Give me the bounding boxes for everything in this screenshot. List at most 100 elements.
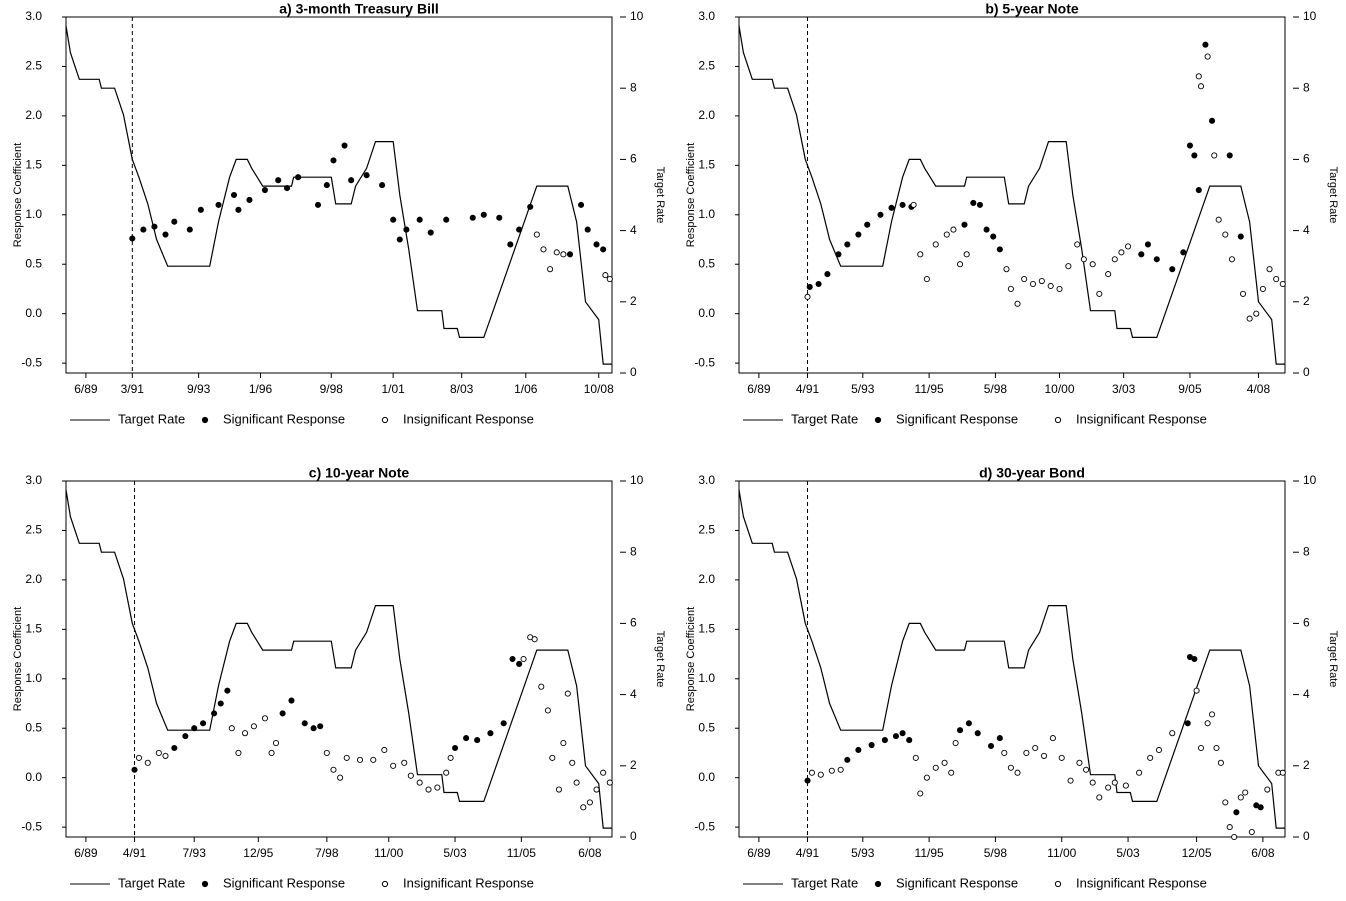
insignificant-point (1197, 744, 1205, 752)
x-tick-label: 3/03 (1112, 382, 1136, 396)
significant-point (855, 746, 862, 754)
insignificant-point (1211, 152, 1218, 159)
significant-point (474, 737, 481, 744)
insignificant-point (817, 771, 824, 778)
insignificant-point (1089, 261, 1096, 268)
significant-point (341, 142, 348, 149)
insignificant-point (1056, 285, 1063, 292)
significant-point (1209, 117, 1216, 124)
significant-point (279, 710, 286, 717)
insignificant-point (569, 759, 576, 766)
insignificant-point (912, 754, 919, 761)
legend-label: Target Rate (118, 875, 185, 890)
legend: Target Rate Significant Response Insignifi… (743, 875, 1207, 890)
significant-point (881, 737, 888, 744)
y-tick-label: 0.5 (25, 720, 42, 734)
insignificant-point (606, 276, 613, 283)
chart-title: b) 5-year Note (985, 1, 1079, 17)
y2-tick-label: 4 (1303, 223, 1310, 237)
insignificant-point (1111, 779, 1118, 786)
y2-tick-label: 8 (630, 80, 637, 94)
significant-point (348, 177, 355, 184)
legend-marker (1054, 416, 1062, 424)
significant-point (314, 201, 322, 208)
y-tick-label: 1.5 (25, 622, 42, 636)
x-tick-label: 7/93 (183, 846, 207, 860)
legend-label: Significant Response (223, 411, 345, 426)
y-tick-label: 2.5 (698, 59, 715, 73)
panel: a) 3-month Treasury Bill Response Coeffic… (12, 1, 666, 427)
significant-point (427, 229, 434, 236)
x-tick-label: 1/96 (249, 382, 273, 396)
y2-tick-label: 8 (1303, 80, 1310, 94)
x-tick-label: 11/95 (915, 846, 944, 860)
legend-label: Insignificant Response (1076, 411, 1207, 426)
significant-point (835, 251, 842, 258)
insignificant-point (950, 226, 957, 233)
y-tick-label: 1.0 (698, 207, 715, 221)
x-tick-label: 6/89 (74, 846, 98, 860)
significant-point (1191, 152, 1198, 159)
insignificant-point (564, 690, 571, 697)
y-tick-label: 3.0 (25, 473, 42, 487)
significant-point (996, 735, 1003, 742)
x-tick-label: 4/91 (796, 382, 820, 396)
legend-marker (381, 880, 389, 888)
significant-point (317, 723, 324, 730)
insignificant-point (538, 683, 545, 690)
insignificant-point (1209, 711, 1216, 718)
significant-point (1233, 809, 1240, 816)
significant-point (990, 233, 997, 240)
y-tick-label: 0.5 (25, 256, 42, 270)
legend-label: Significant Response (896, 875, 1018, 890)
insignificant-point (1118, 249, 1125, 256)
y2-tick-label: 6 (1303, 616, 1310, 630)
insignificant-point (804, 293, 811, 300)
insignificant-point (443, 769, 450, 776)
insignificant-point (580, 804, 587, 811)
significant-point (246, 196, 253, 203)
significant-point (1202, 41, 1209, 48)
insignificant-point (1105, 784, 1112, 791)
y-tick-label: 2.0 (25, 108, 42, 122)
significant-point (1226, 152, 1233, 159)
insignificant-point (1122, 782, 1129, 789)
y2-tick-label: 2 (1303, 758, 1310, 772)
insignificant-point (941, 759, 948, 766)
x-tick-label: 9/05 (1178, 382, 1202, 396)
legend-label: Significant Response (223, 875, 345, 890)
panel: b) 5-year Note Response Coefficient Target… (685, 1, 1339, 427)
significant-point (593, 241, 600, 248)
insignificant-point (555, 786, 562, 793)
x-tick-label: 4/91 (123, 846, 147, 860)
significant-point (500, 720, 507, 727)
insignificant-point (560, 740, 567, 747)
significant-point (191, 725, 198, 732)
target-rate-line (65, 489, 612, 829)
significant-point (516, 226, 523, 233)
insignificant-point (1169, 730, 1176, 737)
y2-tick-label: 6 (630, 616, 637, 630)
insignificant-point (1049, 735, 1056, 742)
insignificant-point (808, 769, 815, 776)
insignificant-point (1273, 276, 1280, 283)
insignificant-point (1007, 285, 1014, 292)
insignificant-point (531, 636, 538, 643)
legend-marker (1054, 880, 1062, 888)
legend-label: Significant Response (896, 411, 1018, 426)
significant-point (1169, 266, 1176, 273)
insignificant-point (272, 740, 280, 747)
y-tick-label: 1.5 (698, 622, 715, 636)
y-tick-label: 2.5 (25, 523, 42, 537)
significant-point (578, 201, 585, 208)
significant-point (186, 226, 193, 233)
x-tick-label: 4/08 (1247, 382, 1271, 396)
insignificant-point (1155, 746, 1163, 754)
legend-label: Insignificant Response (403, 411, 534, 426)
significant-point (261, 187, 268, 194)
significant-point (507, 241, 514, 248)
significant-point (509, 655, 516, 663)
y-axis-label: Response Coefficient (12, 143, 24, 247)
significant-point (566, 251, 574, 258)
